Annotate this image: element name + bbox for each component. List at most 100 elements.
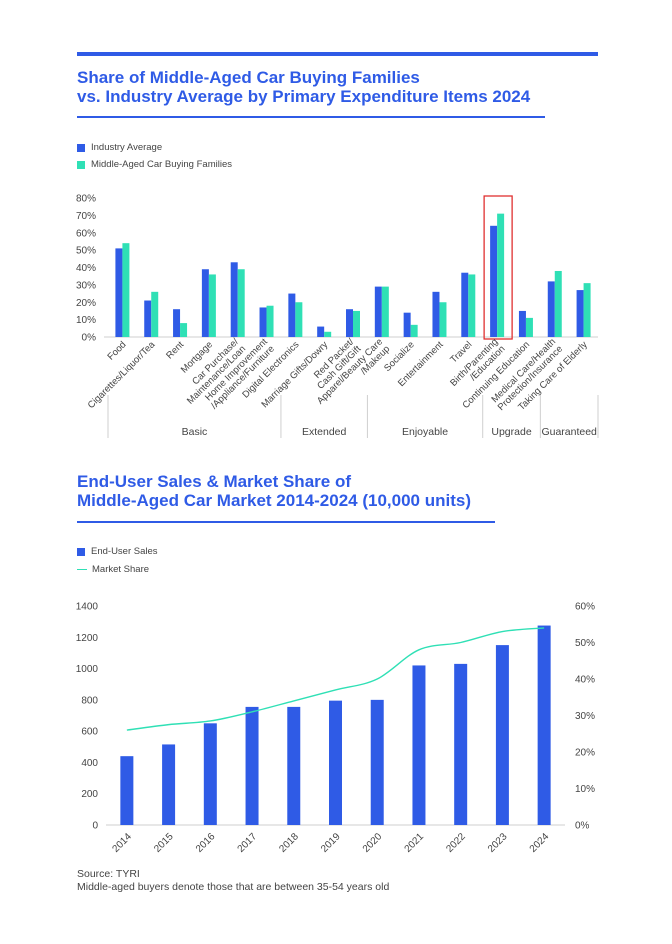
age-definition-note: Middle-aged buyers denote those that are… bbox=[77, 881, 390, 893]
chart1-title: Share of Middle-Aged Car Buying Families… bbox=[77, 68, 530, 106]
bar-end-user-sales bbox=[245, 706, 259, 825]
chart1-title-line1: Share of Middle-Aged Car Buying Families bbox=[77, 68, 420, 87]
chart2-legend-market-share: Market Share bbox=[77, 564, 149, 575]
y-left-tick-label: 0 bbox=[92, 821, 98, 832]
y-left-tick-label: 200 bbox=[81, 789, 98, 800]
chart2-title-line2: Middle-Aged Car Market 2014-2024 (10,000… bbox=[77, 491, 471, 510]
bar-industry-average bbox=[374, 286, 382, 337]
bar-end-user-sales bbox=[495, 645, 509, 825]
bar-end-user-sales bbox=[203, 723, 217, 825]
bar-middle-aged bbox=[122, 243, 130, 337]
y-left-tick-label: 1200 bbox=[76, 633, 99, 644]
bar-industry-average bbox=[576, 290, 584, 337]
legend-swatch-middle-aged bbox=[77, 160, 85, 169]
bar-industry-average bbox=[547, 281, 555, 337]
y-tick-label: 60% bbox=[76, 228, 96, 239]
legend-label-industry: Industry Average bbox=[91, 142, 163, 153]
y-tick-label: 70% bbox=[76, 211, 96, 222]
top-accent-rule bbox=[77, 52, 598, 56]
legend-label-middle-aged: Middle-Aged Car Buying Families bbox=[91, 159, 232, 170]
source-text: Source: TYRI bbox=[77, 868, 140, 880]
bar-end-user-sales bbox=[329, 700, 342, 825]
bar-industry-average bbox=[317, 326, 325, 337]
bar-middle-aged bbox=[180, 323, 188, 337]
bar-industry-average bbox=[490, 225, 498, 337]
bar-industry-average bbox=[346, 309, 353, 337]
x-tick-label: 2019 bbox=[319, 831, 343, 855]
x-tick-label: 2017 bbox=[236, 831, 260, 855]
bar-end-user-sales bbox=[162, 744, 176, 825]
bar-middle-aged bbox=[237, 269, 245, 337]
x-tick-label: 2024 bbox=[528, 831, 552, 855]
x-tick-label: 2014 bbox=[110, 831, 134, 855]
y-right-tick-label: 0% bbox=[575, 821, 590, 832]
bar-end-user-sales bbox=[537, 625, 551, 825]
x-tick-label: 2020 bbox=[361, 831, 385, 855]
bar-middle-aged bbox=[439, 302, 447, 337]
bar-middle-aged bbox=[554, 270, 562, 337]
group-label: Enjoyable bbox=[402, 426, 448, 438]
group-label: Upgrade bbox=[491, 426, 531, 438]
chart2-legend-sales: End-User Sales bbox=[77, 546, 158, 557]
y-left-tick-label: 1000 bbox=[76, 664, 99, 675]
chart1-title-line2: vs. Industry Average by Primary Expendit… bbox=[77, 87, 531, 106]
group-label: Extended bbox=[302, 426, 347, 438]
y-tick-label: 10% bbox=[76, 315, 96, 326]
bar-end-user-sales bbox=[454, 663, 468, 825]
bar-middle-aged bbox=[208, 274, 216, 337]
y-tick-label: 40% bbox=[76, 263, 96, 274]
bar-middle-aged bbox=[381, 286, 389, 337]
chart1-expenditure-bar-chart: 0%10%20%30%40%50%60%70%80%FoodCigarettes… bbox=[76, 194, 599, 438]
chart1-legend-industry: Industry Average bbox=[77, 142, 162, 153]
legend-swatch-industry bbox=[77, 143, 85, 152]
bar-middle-aged bbox=[324, 331, 332, 337]
x-tick-label: 2016 bbox=[194, 831, 218, 855]
chart1-title-underline bbox=[77, 116, 545, 118]
bar-middle-aged bbox=[353, 310, 360, 337]
bar-end-user-sales bbox=[120, 756, 134, 825]
bar-middle-aged bbox=[525, 317, 533, 337]
y-right-tick-label: 60% bbox=[575, 602, 595, 613]
y-left-tick-label: 800 bbox=[81, 695, 98, 706]
group-label: Basic bbox=[182, 426, 208, 438]
x-tick-label: 2021 bbox=[403, 831, 427, 855]
x-tick-label: 2022 bbox=[444, 831, 468, 855]
chart2-title-underline bbox=[77, 521, 495, 523]
highlight-box bbox=[483, 195, 513, 340]
legend-label-market-share: Market Share bbox=[92, 564, 150, 575]
bar-middle-aged bbox=[151, 291, 159, 337]
bar-middle-aged bbox=[266, 305, 274, 337]
bar-middle-aged bbox=[583, 283, 591, 337]
bar-industry-average bbox=[230, 262, 238, 337]
chart2-title: End-User Sales & Market Share of Middle-… bbox=[77, 472, 471, 510]
bar-industry-average bbox=[144, 300, 152, 337]
bar-industry-average bbox=[173, 309, 181, 337]
y-tick-label: 80% bbox=[76, 194, 96, 205]
y-tick-label: 50% bbox=[76, 246, 96, 257]
y-tick-label: 20% bbox=[76, 298, 96, 309]
y-tick-label: 0% bbox=[82, 333, 97, 344]
y-right-tick-label: 30% bbox=[575, 711, 595, 722]
legend-label-sales: End-User Sales bbox=[91, 546, 158, 557]
bar-middle-aged bbox=[497, 213, 505, 337]
bar-end-user-sales bbox=[370, 699, 384, 825]
bar-industry-average bbox=[201, 269, 209, 337]
y-left-tick-label: 400 bbox=[81, 758, 98, 769]
bar-middle-aged bbox=[295, 302, 303, 337]
legend-swatch-sales bbox=[77, 547, 85, 556]
chart1-legend-middle-aged: Middle-Aged Car Buying Families bbox=[77, 159, 232, 170]
x-tick-label: 2015 bbox=[152, 831, 176, 855]
bar-industry-average bbox=[461, 272, 469, 337]
bar-middle-aged bbox=[410, 324, 418, 337]
y-left-tick-label: 1400 bbox=[76, 602, 99, 613]
group-label: Guaranteed bbox=[541, 426, 597, 438]
source-note: Source: TYRI Middle-aged buyers denote t… bbox=[77, 868, 389, 894]
bar-industry-average bbox=[403, 312, 411, 337]
bar-end-user-sales bbox=[412, 665, 426, 825]
y-tick-label: 30% bbox=[76, 280, 96, 291]
chart2-title-line1: End-User Sales & Market Share of bbox=[77, 472, 351, 491]
market-share-line bbox=[126, 627, 545, 731]
y-right-tick-label: 40% bbox=[575, 675, 595, 686]
y-right-tick-label: 50% bbox=[575, 638, 595, 649]
